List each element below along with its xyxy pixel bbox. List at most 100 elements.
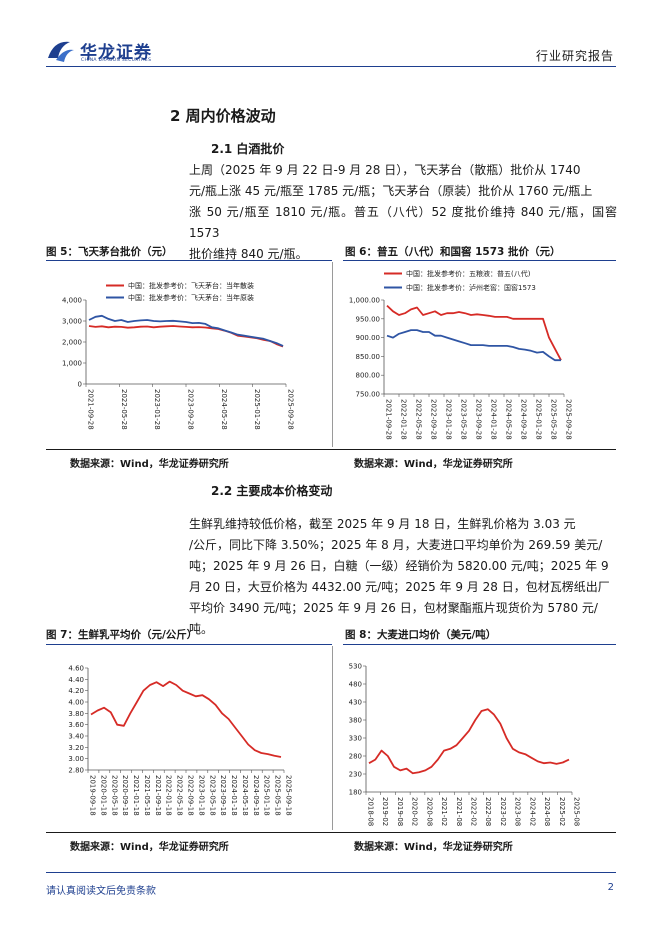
paragraph-line: 元/瓶上涨 45 元/瓶至 1785 元/瓶；飞天茅台（原装）批价从 1760 … <box>189 184 593 198</box>
x-tick-label: 2021-05-18 <box>143 775 151 816</box>
x-tick-label: 2020-01-18 <box>99 775 107 816</box>
paragraph-line: 平均价 3490 元/吨；2025 年 9 月 26 日，包材聚酯瓶片现货价为 … <box>189 601 598 615</box>
x-tick-label: 2020-09-18 <box>121 775 129 816</box>
x-tick-label: 2025-05-18 <box>274 775 282 816</box>
paragraph-line: 吨；2025 年 9 月 26 日，白糖（一级）经销价为 5820.00 元/吨… <box>189 559 609 573</box>
x-tick-label: 2023-01-28 <box>445 399 453 440</box>
figure-5-top-rule <box>46 260 332 261</box>
x-tick-label: 2023-09-28 <box>475 399 483 440</box>
x-tick-label: 2022-05-28 <box>415 399 423 440</box>
y-tick-label: 3.00 <box>68 755 84 763</box>
y-tick-label: 330 <box>349 735 362 743</box>
subsection-title-costs: 2.2 主要成本价格变动 <box>211 484 333 498</box>
y-tick-label: 750.00 <box>356 391 381 399</box>
figure-5-title: 图 5：飞天茅台批价（元） <box>46 246 173 258</box>
x-tick-label: 2023-01-18 <box>197 775 205 816</box>
paragraph-cost-prices: 生鲜乳维持较低价格，截至 2025 年 9 月 18 日，生鲜乳价格为 3.03… <box>189 514 617 640</box>
legend-label: 中国：批发参考价：飞天茅台：当年原装 <box>128 293 254 302</box>
x-tick-label: 2025-01-28 <box>253 389 261 430</box>
paragraph-line: 月 20 日，大豆价格为 4432.00 元/吨；2025 年 9 月 28 日… <box>189 580 610 594</box>
x-tick-label: 2021-09-18 <box>154 775 162 816</box>
x-tick-label: 2022-02 <box>470 797 478 826</box>
y-tick-label: 480 <box>349 681 362 689</box>
y-tick-label: 2.80 <box>68 767 84 775</box>
legend-label: 中国：批发参考价：飞天茅台：当年散装 <box>128 281 254 290</box>
x-tick-label: 2023-01-28 <box>153 389 161 430</box>
footer-disclaimer: 请认真阅读文后免责条款 <box>46 886 156 897</box>
figure-5-source: 数据来源：Wind，华龙证券研究所 <box>70 459 229 470</box>
x-tick-label: 2022-01-18 <box>165 775 173 816</box>
x-tick-label: 2021-09-28 <box>385 399 393 440</box>
y-tick-label: 3.60 <box>68 721 84 729</box>
figure-8-title: 图 8：大麦进口均价（美元/吨） <box>345 629 497 641</box>
x-tick-label: 2019-08 <box>396 797 404 826</box>
logo-chinese-name: 华龙证券 <box>80 43 152 63</box>
x-tick-label: 2020-08 <box>425 797 433 826</box>
x-tick-label: 2024-01-18 <box>230 775 238 816</box>
x-tick-label: 2022-05-28 <box>120 389 128 430</box>
y-tick-label: 4.40 <box>68 676 84 684</box>
y-tick-label: 4.60 <box>68 665 84 673</box>
header-divider <box>46 66 616 67</box>
x-tick-label: 2023-09-28 <box>187 389 195 430</box>
x-tick-label: 2021-01-18 <box>132 775 140 816</box>
y-tick-label: 0 <box>78 381 82 389</box>
x-tick-label: 2020-02 <box>411 797 419 826</box>
x-tick-label: 2021-08 <box>455 797 463 826</box>
x-tick-label: 2024-08 <box>543 797 551 826</box>
paragraph-line: 吨。 <box>189 622 214 636</box>
y-tick-label: 800.00 <box>356 372 381 380</box>
y-tick-label: 230 <box>349 771 362 779</box>
figure-column-separator <box>332 262 333 447</box>
x-tick-label: 2024-05-18 <box>241 775 249 816</box>
figure-6-top-rule <box>343 260 616 261</box>
figure-row-2-bottom-rule <box>46 832 616 833</box>
paragraph-line: 生鲜乳维持较低价格，截至 2025 年 9 月 18 日，生鲜乳价格为 3.03… <box>189 517 576 531</box>
x-tick-label: 2023-08 <box>514 797 522 826</box>
x-tick-label: 2024-05-28 <box>505 399 513 440</box>
figure-5-chart: 0 1,000 2,000 3,000 4,000 2021-09-28 2022-05-2… <box>62 281 295 430</box>
x-tick-label: 2022-09-28 <box>430 399 438 440</box>
figure-7-top-rule <box>46 644 332 645</box>
y-tick-label: 3.80 <box>68 710 84 718</box>
y-tick-label: 950.00 <box>356 315 381 323</box>
page-number: 2 <box>607 882 614 893</box>
x-tick-label: 2019-09-18 <box>89 775 97 816</box>
series-line <box>386 329 561 362</box>
x-tick-label: 2025-08 <box>573 797 581 826</box>
figure-8-chart: 180 230 280 330 380 430 480 530 2018-08 2019-02 20… <box>349 663 581 827</box>
x-tick-label: 2025-09-28 <box>565 399 573 440</box>
y-tick-label: 850.00 <box>356 353 381 361</box>
paragraph-line: /公斤，同比下降 3.50%；2025 年 8 月，大麦进口平均单价为 269.… <box>189 538 603 552</box>
x-tick-label: 2025-05-28 <box>550 399 558 440</box>
x-tick-label: 2023-05-28 <box>460 399 468 440</box>
logo-english-name: CHINA DRAGON SECURITIES <box>81 58 152 63</box>
document-type-label: 行业研究报告 <box>535 49 614 63</box>
y-tick-label: 3,000 <box>62 318 82 326</box>
x-tick-label: 2022-09-18 <box>187 775 195 816</box>
figure-6-source: 数据来源：Wind，华龙证券研究所 <box>354 459 513 470</box>
series-line <box>368 708 570 775</box>
y-tick-label: 530 <box>349 663 362 671</box>
series-line <box>88 314 284 347</box>
paragraph-line: 涨 50 元/瓶至 1810 元/瓶。普五（八代）52 度批价维持 840 元/… <box>189 205 617 240</box>
figure-column-separator-2 <box>332 646 333 830</box>
y-tick-label: 4.20 <box>68 687 84 695</box>
y-tick-label: 4,000 <box>62 297 82 305</box>
x-tick-label: 2025-09-18 <box>285 775 293 816</box>
figure-7-source: 数据来源：Wind，华龙证券研究所 <box>70 842 229 853</box>
figure-6-title: 图 6：普五（八代）和国窖 1573 批价（元） <box>345 246 561 258</box>
x-tick-label: 2025-01-18 <box>263 775 271 816</box>
figure-8-top-rule <box>343 644 616 645</box>
x-tick-label: 2018-08 <box>367 797 375 826</box>
y-tick-label: 380 <box>349 717 362 725</box>
x-tick-label: 2019-02 <box>381 797 389 826</box>
series-line <box>88 325 284 348</box>
x-tick-label: 2025-02 <box>558 797 566 826</box>
legend-label: 中国：批发参考价：泸州老窖：国窖1573 <box>406 283 536 292</box>
figure-8-source: 数据来源：Wind，华龙证券研究所 <box>354 842 513 853</box>
x-tick-label: 2025-09-28 <box>287 389 295 430</box>
y-tick-label: 180 <box>349 789 362 797</box>
y-tick-label: 280 <box>349 753 362 761</box>
x-tick-label: 2022-08 <box>484 797 492 826</box>
